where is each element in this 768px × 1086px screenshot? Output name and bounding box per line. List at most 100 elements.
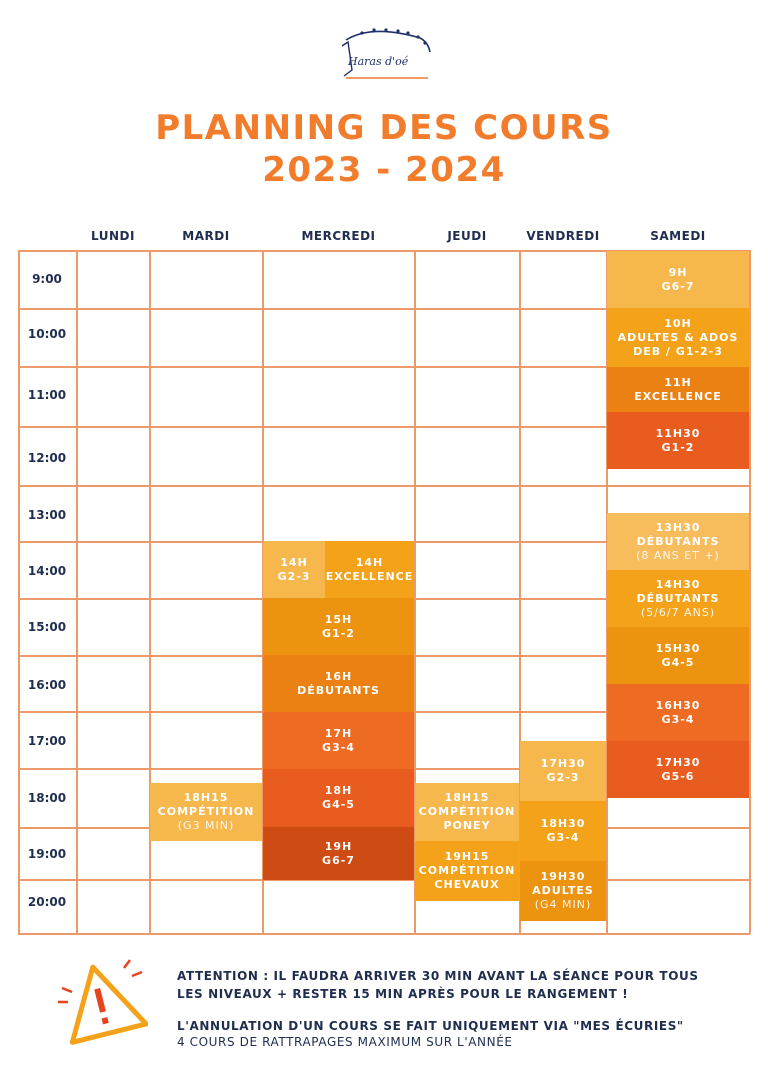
course-block-vendredi-1930[interactable]: 19H30 ADULTES (G4 MIN) <box>520 861 606 921</box>
notice-line: L'ANNULATION D'UN COURS SE FAIT UNIQUEME… <box>177 1019 684 1033</box>
grid-line <box>606 250 608 934</box>
grid-line <box>18 485 750 487</box>
time-label: 12:00 <box>27 451 67 465</box>
course-time: 11H30 <box>655 426 701 440</box>
course-note: (G4 MIN) <box>534 898 592 911</box>
course-block-mercredi-14h-excellence[interactable]: 14H EXCELLENCE <box>325 541 414 598</box>
course-time: 18H30 <box>540 817 586 830</box>
grid-line <box>18 366 750 368</box>
course-block-mercredi-14h-g2-3[interactable]: 14H G2-3 <box>263 541 325 598</box>
course-time: 18H15 <box>444 791 490 804</box>
grid-line <box>749 250 751 934</box>
grid-line <box>76 250 78 934</box>
course-group: G5-6 <box>661 769 695 783</box>
course-block-samedi-10h[interactable]: 10H ADULTES & ADOS DEB / G1-2-3 <box>607 308 749 367</box>
course-block-mercredi-18h[interactable]: 18H G4-5 <box>263 769 414 827</box>
logo-text: Haras d'oé <box>348 55 409 68</box>
day-header-mardi: MARDI <box>182 229 230 243</box>
course-time: 16H30 <box>655 698 701 712</box>
course-group: EXCELLENCE <box>634 389 722 403</box>
day-header-jeudi: JEUDI <box>447 229 487 243</box>
time-label: 18:00 <box>27 791 67 805</box>
time-label: 9:00 <box>32 272 62 286</box>
day-header-lundi: LUNDI <box>91 229 135 243</box>
course-group: G1-2 <box>661 440 695 454</box>
course-group: G3-4 <box>661 712 695 726</box>
grid-line <box>18 250 20 934</box>
course-block-jeudi-1815[interactable]: 18H15 COMPÉTITION PONEY <box>415 783 519 841</box>
course-note: (5/6/7 ANS) <box>640 605 716 619</box>
course-group: G4-5 <box>661 655 695 669</box>
course-group: G6-7 <box>322 853 355 867</box>
notice-line: 4 COURS DE RATTRAPAGES MAXIMUM SUR L'ANN… <box>177 1035 513 1049</box>
grid-line <box>18 250 750 252</box>
course-group: G1-2 <box>322 626 355 640</box>
day-header-vendredi: VENDREDI <box>526 229 600 243</box>
course-group-detail: DEB / G1-2-3 <box>633 344 723 358</box>
course-time: 16H <box>324 669 353 683</box>
course-time: 14H30 <box>655 577 701 591</box>
course-time: 15H30 <box>655 641 701 655</box>
course-time: 17H <box>324 726 353 740</box>
grid-line <box>18 426 750 428</box>
course-group: G2-3 <box>546 771 580 784</box>
course-time: 13H30 <box>655 520 701 534</box>
time-label: 17:00 <box>27 734 67 748</box>
course-group: DÉBUTANTS <box>636 591 720 605</box>
course-time: 17H30 <box>655 755 701 769</box>
day-header-samedi: SAMEDI <box>650 229 706 243</box>
course-group: COMPÉTITION <box>157 805 255 818</box>
course-block-mercredi-19h[interactable]: 19H G6-7 <box>263 827 414 880</box>
course-time: 19H30 <box>540 870 586 883</box>
course-time: 17H30 <box>540 757 586 770</box>
course-time: 18H15 <box>183 791 229 804</box>
time-label: 11:00 <box>27 388 67 402</box>
course-block-mardi-1815[interactable]: 18H15 COMPÉTITION (G3 MIN) <box>150 783 262 841</box>
course-note: (8 ANS ET +) <box>636 548 720 562</box>
course-block-samedi-1530[interactable]: 15H30 G4-5 <box>607 627 749 684</box>
course-group: ADULTES & ADOS <box>617 330 739 344</box>
course-time: 15H <box>324 612 353 626</box>
course-group: G3-4 <box>322 740 355 754</box>
time-label: 19:00 <box>27 847 67 861</box>
course-block-samedi-1730[interactable]: 17H30 G5-6 <box>607 741 749 798</box>
course-note: (G3 MIN) <box>177 819 235 832</box>
course-block-samedi-9h[interactable]: 9H G6-7 <box>607 251 749 308</box>
time-label: 20:00 <box>27 895 67 909</box>
course-time: 18H <box>324 784 353 797</box>
time-label: 16:00 <box>27 678 67 692</box>
course-block-mercredi-15h[interactable]: 15H G1-2 <box>263 598 414 655</box>
course-block-samedi-1330[interactable]: 13H30 DÉBUTANTS (8 ANS ET +) <box>607 513 749 570</box>
course-block-samedi-1630[interactable]: 16H30 G3-4 <box>607 684 749 741</box>
course-block-jeudi-1915[interactable]: 19H15 COMPÉTITION CHEVAUX <box>415 841 519 901</box>
course-group: ADULTES <box>532 884 594 897</box>
grid-line <box>519 250 521 934</box>
course-time: 14H <box>280 555 308 569</box>
grid-line <box>262 250 264 934</box>
course-group: DÉBUTANTS <box>297 683 380 697</box>
course-time: 14H <box>355 555 384 569</box>
course-block-vendredi-1730[interactable]: 17H30 G2-3 <box>520 741 606 801</box>
page-subtitle-year: 2023 - 2024 <box>262 150 506 190</box>
course-time: 10H <box>664 316 692 330</box>
grid-line <box>18 933 750 935</box>
haras-logo <box>341 28 431 79</box>
course-group: COMPÉTITION <box>418 805 516 818</box>
course-group: G6-7 <box>661 279 695 293</box>
day-header-mercredi: MERCREDI <box>301 229 376 243</box>
course-block-samedi-11h[interactable]: 11H EXCELLENCE <box>607 367 749 412</box>
course-time: 9H <box>668 265 688 279</box>
course-time: 19H15 <box>444 850 490 863</box>
course-block-samedi-1130[interactable]: 11H30 G1-2 <box>607 412 749 469</box>
grid-line <box>18 308 750 310</box>
course-block-mercredi-17h[interactable]: 17H G3-4 <box>263 712 414 769</box>
time-label: 14:00 <box>27 564 67 578</box>
time-label: 13:00 <box>27 508 67 522</box>
grid-line <box>414 250 416 934</box>
course-block-samedi-1430[interactable]: 14H30 DÉBUTANTS (5/6/7 ANS) <box>607 570 749 627</box>
course-group: EXCELLENCE <box>325 569 414 583</box>
course-group: DÉBUTANTS <box>636 534 720 548</box>
course-block-mercredi-16h[interactable]: 16H DÉBUTANTS <box>263 655 414 712</box>
course-block-vendredi-1830[interactable]: 18H30 G3-4 <box>520 801 606 861</box>
course-time: 11H <box>664 375 692 389</box>
